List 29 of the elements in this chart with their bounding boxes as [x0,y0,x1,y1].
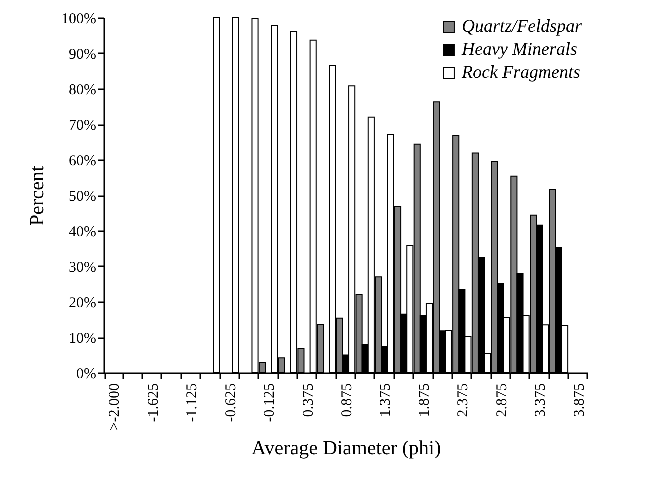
x-tick-label: >-2.000 [107,384,124,431]
y-tick-label: 70% [69,118,96,134]
y-tick-label: 0% [76,366,96,382]
x-tick-label: 2.375 [456,384,472,418]
x-tick-label: -1.625 [146,384,162,422]
y-tick-label: 90% [69,47,96,63]
x-tick-label: 2.875 [494,384,510,418]
y-tick-label: 20% [69,296,96,312]
y-tick-label: 50% [69,189,96,205]
y-tick-label: 30% [69,260,96,276]
legend-label: Rock Fragments [461,62,580,82]
x-tick-label: 0.875 [340,384,356,418]
y-tick-label: 10% [69,331,96,347]
x-tick-label: 1.875 [416,384,433,418]
x-tick-label: 3.875 [572,384,588,418]
y-tick-label: 40% [69,224,96,240]
y-tick-label: 80% [69,82,96,98]
x-tick-label: 1.375 [378,384,394,418]
x-tick-label: -0.625 [223,384,240,422]
x-axis-title: Average Diameter (phi) [252,438,442,460]
x-tick-label: 3.375 [533,384,550,418]
x-tick-label: -1.125 [184,384,201,422]
legend-label: Heavy Minerals [461,39,578,59]
x-tick-label: 0.375 [300,384,317,418]
x-tick-label: -0.125 [262,384,278,422]
legend-label: Quartz/Feldspar [462,16,583,36]
y-tick-label: 60% [69,154,96,170]
y-tick-label: 100% [62,12,96,28]
y-axis-title: Percent [26,166,49,226]
